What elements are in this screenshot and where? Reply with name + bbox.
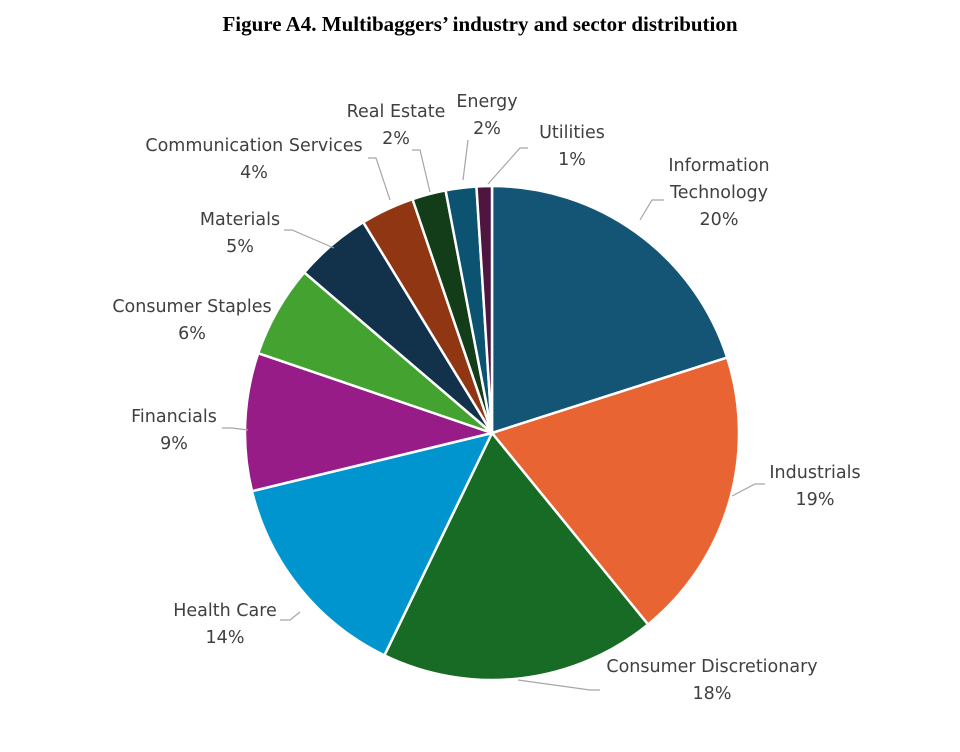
pie-slice-financials bbox=[243, 351, 494, 493]
slice-value-real-estate: 2% bbox=[382, 129, 410, 149]
slice-label-utilities: Utilities bbox=[539, 123, 605, 143]
leader-line-utilities bbox=[487, 147, 528, 185]
slice-value-consumer-discretionary: 18% bbox=[693, 684, 732, 704]
leader-line-materials bbox=[284, 229, 335, 249]
pie-slice-industrials bbox=[490, 356, 741, 626]
slice-label-energy: Energy bbox=[456, 92, 517, 112]
leader-line-industrials bbox=[731, 483, 765, 497]
slice-value-financials: 9% bbox=[160, 434, 188, 454]
slice-value-utilities: 1% bbox=[558, 150, 586, 170]
slice-label-information-technology: Technology bbox=[669, 183, 768, 203]
slice-value-materials: 5% bbox=[226, 237, 254, 257]
slice-value-energy: 2% bbox=[473, 119, 501, 139]
slice-label-communication-services: Communication Services bbox=[145, 136, 362, 156]
slice-label-materials: Materials bbox=[200, 210, 280, 230]
leader-line-health-care bbox=[280, 611, 301, 621]
pie-slices bbox=[243, 184, 741, 682]
slice-value-health-care: 14% bbox=[206, 628, 245, 648]
leader-line-communication-services bbox=[368, 157, 391, 201]
pie-slice-health-care bbox=[250, 431, 494, 657]
leader-line-financials bbox=[222, 427, 249, 431]
pie-slice-consumer-discretionary bbox=[383, 431, 650, 682]
slice-label-industrials: Industrials bbox=[769, 463, 860, 483]
slice-value-information-technology: 20% bbox=[700, 210, 739, 230]
figure-title: Figure A4. Multibaggers’ industry and se… bbox=[222, 12, 738, 36]
slice-label-financials: Financials bbox=[131, 407, 217, 427]
slice-value-industrials: 19% bbox=[796, 490, 835, 510]
leader-line-consumer-discretionary bbox=[517, 679, 600, 691]
slice-label-consumer-discretionary: Consumer Discretionary bbox=[606, 657, 817, 677]
leader-line-information-technology bbox=[639, 199, 664, 221]
pie-slice-information-technology bbox=[490, 184, 729, 435]
pie-slice-utilities bbox=[475, 184, 494, 435]
slice-value-communication-services: 4% bbox=[240, 163, 268, 183]
slice-label-health-care: Health Care bbox=[173, 601, 277, 621]
slice-label-real-estate: Real Estate bbox=[347, 102, 446, 122]
leader-line-energy bbox=[462, 139, 469, 181]
slice-label-information-technology: Information bbox=[668, 156, 769, 176]
pie-labels: Information Technology 20% Industrials 19% Co… bbox=[112, 92, 860, 704]
slice-value-consumer-staples: 6% bbox=[178, 324, 206, 344]
leader-line-real-estate bbox=[412, 149, 431, 193]
slice-label-consumer-staples: Consumer Staples bbox=[112, 297, 271, 317]
